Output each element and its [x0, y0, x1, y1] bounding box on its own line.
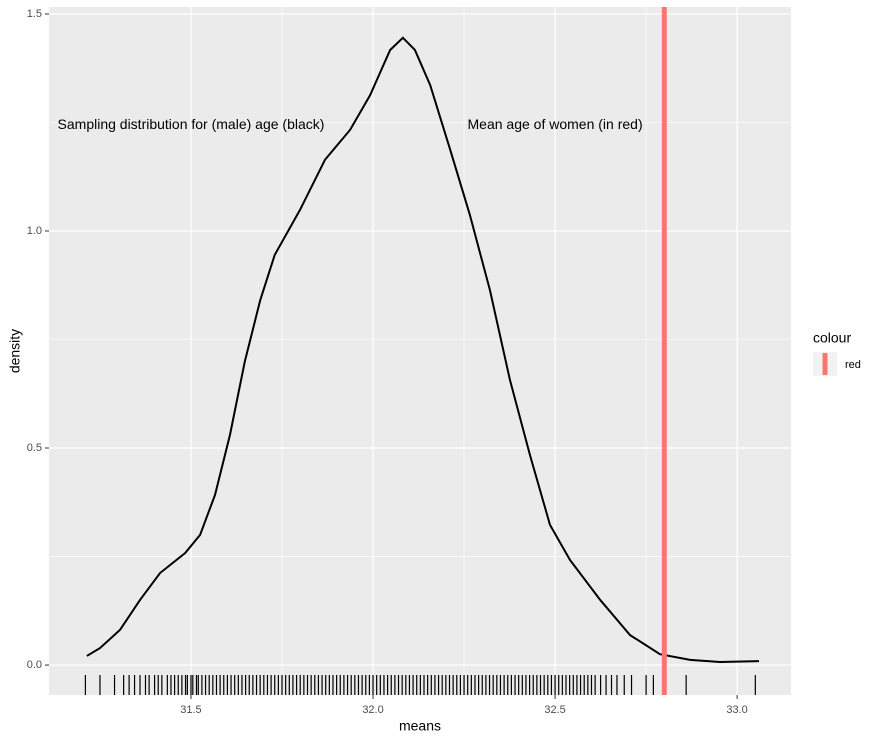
panel	[49, 7, 791, 695]
legend-title: colour	[813, 330, 851, 346]
x-axis-title: means	[399, 718, 441, 734]
y-tick-label: 0.0	[27, 659, 42, 671]
x-tick-label: 31.5	[180, 704, 201, 716]
y-axis-title: density	[7, 329, 23, 373]
annotation: Mean age of women (in red)	[468, 116, 643, 132]
annotation: Sampling distribution for (male) age (bl…	[58, 116, 325, 132]
y-tick-label: 0.5	[27, 442, 42, 454]
y-tick-label: 1.0	[27, 225, 42, 237]
density-line	[86, 36, 759, 664]
x-tick-label: 32.0	[362, 704, 383, 716]
y-tick-label: 1.5	[27, 8, 42, 20]
x-tick-label: 33.0	[726, 704, 747, 716]
legend-label: red	[845, 359, 861, 371]
x-tick-label: 32.5	[544, 704, 565, 716]
